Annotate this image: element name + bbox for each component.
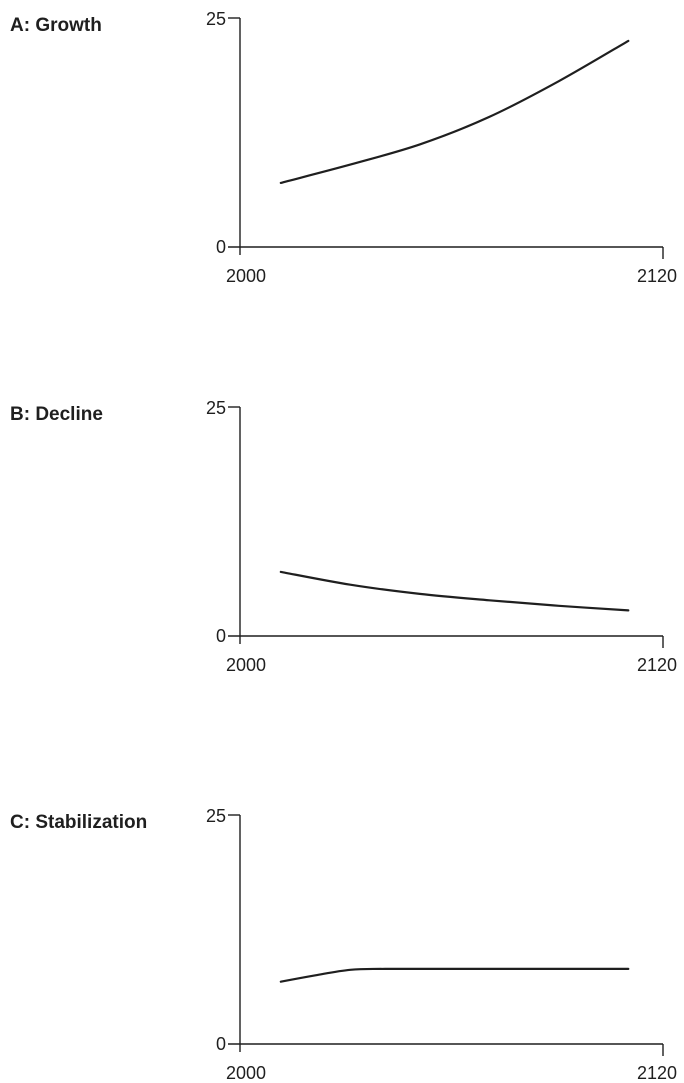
x-tick-label: 2120 <box>637 1063 677 1083</box>
x-tick-label: 2000 <box>226 655 266 675</box>
y-tick-label: 25 <box>206 806 226 826</box>
y-tick-label: 0 <box>216 626 226 646</box>
chart-title: C: Stabilization <box>10 812 147 833</box>
series-line <box>279 39 630 184</box>
x-tick-label: 2120 <box>637 655 677 675</box>
y-tick-label: 25 <box>206 398 226 418</box>
chart-title: A: Growth <box>10 15 102 36</box>
x-tick-label: 2120 <box>637 266 677 286</box>
series-line <box>279 570 630 612</box>
x-tick-label: 2000 <box>226 266 266 286</box>
y-tick-label: 0 <box>216 1034 226 1054</box>
chart-title: B: Decline <box>10 404 103 425</box>
series-line <box>279 967 630 983</box>
y-tick-label: 0 <box>216 237 226 257</box>
x-tick-label: 2000 <box>226 1063 266 1083</box>
y-tick-label: 25 <box>206 9 226 29</box>
